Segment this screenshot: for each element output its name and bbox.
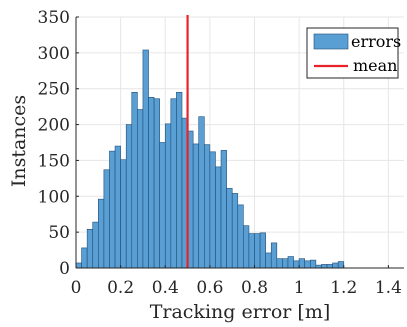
y-axis-label: Instances [8,95,30,187]
x-tick-label: 0.2 [107,278,134,298]
histogram-bar [259,232,266,269]
legend-label-errors: errors [351,32,401,51]
histogram-bar [248,233,255,269]
histogram-bar [276,258,283,269]
histogram-bar [304,260,311,269]
legend-swatch-errors [313,33,349,50]
histogram-bar [176,92,183,269]
y-tick-label: 50 [48,223,70,243]
y-tick-label: 350 [38,8,70,28]
histogram-bar [170,98,177,269]
histogram-bar [321,264,328,269]
histogram-bar [215,166,222,269]
histogram-bar [282,258,289,269]
legend-label-mean: mean [353,56,397,75]
y-tick-label: 150 [38,151,70,171]
histogram-bar [131,92,138,269]
histogram-bar [243,225,250,269]
histogram-bar [203,144,211,269]
histogram-bar [114,145,121,269]
x-tick-label: 1.4 [375,278,402,298]
y-tick-label: 200 [38,116,70,136]
y-tick-label: 100 [38,187,70,207]
histogram-bar [120,159,127,269]
histogram-bar [265,252,272,269]
histogram-bar [103,169,110,269]
x-tick-label: 1 [294,278,305,298]
histogram-bar [270,242,278,269]
histogram-bar [293,260,300,269]
histogram-bar [209,151,216,269]
axes [75,17,404,269]
histogram-bar [159,142,166,269]
histogram-bar [192,143,200,269]
legend: errors mean [306,27,401,79]
y-tick-label: 0 [59,259,70,279]
x-tick-labels: 0 0.2 0.4 0.6 0.8 1 1.2 1.4 [71,265,402,298]
histogram-bar [326,264,333,269]
y-tick-label: 250 [38,80,70,100]
histogram-bar [142,49,149,269]
x-axis-label: Tracking error [m] [150,301,331,323]
histogram-bar [337,261,345,269]
histogram-bar [198,116,205,269]
y-tick-labels: 0 50 100 150 200 250 300 350 [38,8,79,279]
x-tick-label: 0.4 [152,278,179,298]
histogram-bar [231,193,239,269]
histogram-bar [92,221,99,269]
histogram-bar [220,150,227,269]
histogram-bar [298,258,306,269]
histogram-bar [148,97,155,269]
x-tick-label: 0.6 [196,278,223,298]
histogram-bar [287,256,294,269]
histogram-bar [254,233,261,269]
histogram-bar [226,188,233,269]
histogram-bar [332,262,339,269]
histogram-bar [137,109,144,269]
x-tick-label: 0 [71,278,82,298]
histogram-bar [86,228,94,269]
histogram-bar [81,247,88,269]
x-tick-label: 0.8 [241,278,268,298]
histogram-bar [164,123,172,269]
histogram-bar [75,262,82,269]
x-tick-label: 1.2 [330,278,357,298]
y-tick-label: 300 [38,44,70,64]
histogram-bar [237,204,244,269]
histogram-bar [153,98,160,269]
histogram-bar [98,198,105,269]
histogram-bar [309,259,317,269]
histogram-bar [125,124,133,269]
histogram-bar [109,150,116,269]
